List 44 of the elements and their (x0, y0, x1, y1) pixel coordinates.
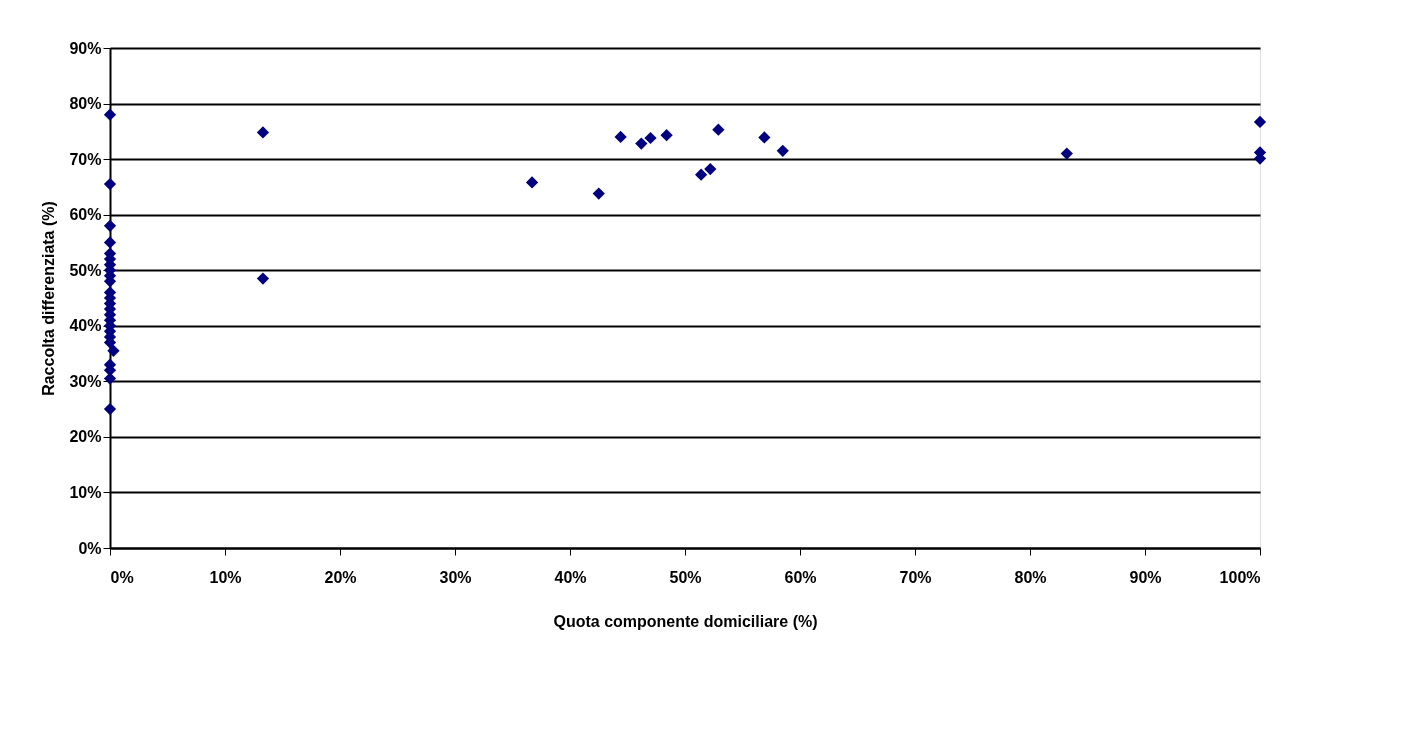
point (712, 123, 725, 136)
y-axis-title: Raccolta differenziata (%) (40, 201, 58, 396)
y-tick-label: 40% (69, 317, 102, 335)
x-tick-label: 60% (784, 568, 817, 586)
point (103, 108, 117, 121)
point (776, 144, 789, 157)
point (256, 272, 270, 285)
x-tick-label: 70% (899, 568, 932, 586)
point (525, 176, 539, 189)
y-tick-label: 0% (78, 539, 102, 557)
point (103, 236, 117, 249)
y-tick-label: 30% (69, 372, 102, 390)
y-tick-label: 80% (69, 95, 102, 113)
point (103, 219, 117, 232)
x-tick-label: 10% (209, 568, 242, 586)
y-tick-label: 20% (69, 428, 102, 446)
x-tick-label: 80% (1014, 568, 1047, 586)
x-tick-label: 0% (110, 568, 134, 586)
point (704, 162, 717, 176)
x-tick-label: 50% (669, 568, 702, 586)
x-tick-label: 30% (439, 568, 472, 586)
y-tick-label: 50% (69, 261, 102, 279)
point (1060, 147, 1073, 160)
point (103, 402, 117, 416)
x-tick-label: 40% (554, 568, 587, 586)
x-tick-label: 100% (1219, 568, 1261, 586)
point (103, 177, 117, 191)
point (107, 344, 120, 357)
x-tick-label: 90% (1129, 568, 1162, 586)
point (614, 130, 627, 144)
y-tick-label: 10% (69, 483, 102, 501)
point (644, 131, 657, 145)
point (592, 187, 605, 200)
point (1253, 115, 1267, 129)
y-tick-label: 60% (69, 206, 102, 224)
x-axis-title: Quota componente domiciliare (%) (553, 612, 818, 630)
point (660, 129, 673, 142)
point (758, 131, 771, 144)
point (694, 168, 708, 181)
y-tick-label: 90% (69, 39, 102, 57)
x-tick-label: 20% (324, 568, 357, 586)
y-tick-label: 70% (69, 150, 102, 168)
point (256, 126, 270, 139)
point (635, 137, 648, 150)
